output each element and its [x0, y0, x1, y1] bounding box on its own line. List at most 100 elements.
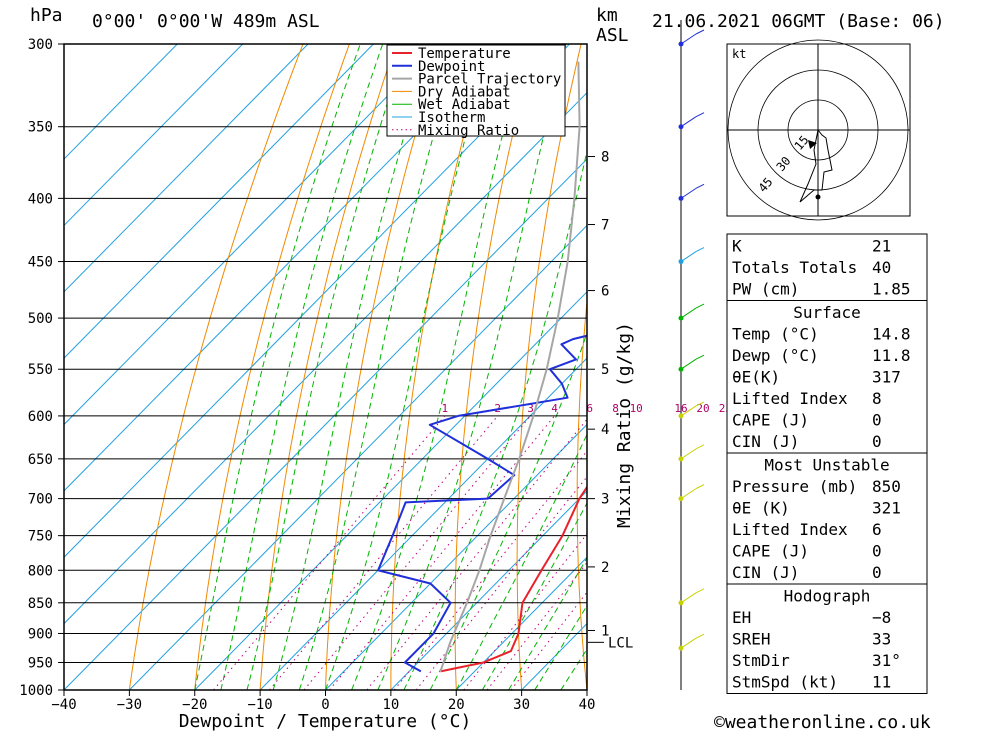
wind-barb-flag [695, 444, 705, 450]
wind-barb [680, 405, 697, 417]
isotherm-line [64, 44, 570, 558]
km-tick-label: 5 [601, 362, 609, 378]
pressure-tick-label: 300 [28, 37, 53, 53]
legend-box [386, 44, 566, 137]
surface-table-title: Surface [793, 303, 860, 322]
mixing-ratio-label: 20 [696, 402, 709, 415]
wind-barb-flag [695, 247, 705, 253]
temperature-tick-label: −10 [247, 697, 272, 713]
wet-adiabat-line [377, 44, 567, 690]
wind-barb-flag [695, 112, 705, 118]
wind-barb [680, 488, 697, 500]
temperature-tick-label: −20 [182, 697, 207, 713]
table-row-label: CIN (J) [732, 432, 799, 451]
isotherm-line [64, 44, 440, 426]
pressure-tick-label: 1000 [19, 683, 53, 699]
indices-table-box [726, 233, 928, 301]
table-row-label: θE (K) [732, 499, 790, 518]
km-unit-label: km [596, 5, 618, 26]
wind-barb [680, 187, 697, 199]
table-row-label: PW (cm) [732, 280, 799, 299]
legend-entry: Temperature [418, 46, 511, 62]
dry-adiabat-line [454, 44, 536, 690]
pressure-tick-label: 450 [28, 255, 53, 271]
temperature-tick-label: −30 [117, 697, 142, 713]
isotherm-line [390, 490, 587, 690]
wind-barb-flag [695, 484, 705, 490]
table-row-label: StmDir [732, 651, 790, 670]
wind-barb [680, 33, 697, 45]
temperature-tick-label: 10 [382, 697, 399, 713]
mixing-ratio-line [393, 450, 587, 690]
most-unstable-table-title: Most Unstable [764, 456, 889, 475]
parcel-trajectory-line [439, 61, 581, 672]
surface-table-box [726, 300, 928, 454]
copyright-label: ©weatheronline.co.uk [714, 712, 931, 733]
table-row-label: CIN (J) [732, 563, 799, 582]
table-row-value: 11.8 [872, 346, 911, 365]
table-row-label: StmSpd (kt) [732, 673, 838, 692]
pressure-tick-label: 500 [28, 311, 53, 327]
wet-adiabat-line [455, 433, 587, 690]
pressure-tick-label: 750 [28, 529, 53, 545]
storm-motion-arrow [808, 140, 817, 149]
table-row-label: Totals Totals [732, 258, 857, 277]
table-row-value: 11 [872, 673, 891, 692]
x-axis-title: Dewpoint / Temperature (°C) [179, 711, 472, 732]
km-tick-label: 7 [601, 218, 609, 234]
wind-barb [680, 307, 697, 319]
wind-barb [680, 358, 697, 370]
table-row-label: Lifted Index [732, 389, 848, 408]
pressure-tick-label: 800 [28, 563, 53, 579]
wind-barb-flag [695, 183, 705, 189]
pressure-tick-label: 900 [28, 627, 53, 643]
mixing-ratio-label: 8 [612, 402, 619, 415]
table-row-label: θE(K) [732, 368, 780, 387]
table-row-value: 33 [872, 630, 891, 649]
isotherm-line [64, 44, 244, 227]
table-row-value: 6 [872, 520, 882, 539]
wind-barb [680, 116, 697, 128]
table-row-label: K [732, 237, 742, 256]
pressure-tick-label: 350 [28, 120, 53, 136]
km-tick-label: 1 [601, 624, 609, 640]
temperature-tick-label: 30 [513, 697, 530, 713]
dry-adiabat-line [635, 44, 674, 690]
km-tick-label: 8 [601, 150, 609, 166]
dry-adiabat-line [950, 44, 1000, 690]
hodograph-unit: kt [732, 47, 746, 61]
table-row-value: 0 [872, 542, 882, 561]
wind-barb [680, 592, 697, 604]
wet-adiabat-line [246, 44, 407, 690]
hodograph-table-box [726, 583, 928, 694]
legend-entry: Dry Adiabat [418, 84, 511, 100]
isotherm-line [64, 44, 309, 293]
mixing-ratio-line [269, 415, 499, 690]
asl-label: ASL [596, 25, 629, 46]
temperature-line [440, 485, 587, 673]
dry-adiabat-line [128, 44, 304, 690]
hodograph-end-dot [815, 194, 821, 200]
table-row-value: 40 [872, 258, 891, 277]
legend-entry: Isotherm [418, 110, 485, 126]
table-row-label: Dewp (°C) [732, 346, 819, 365]
km-tick-label: 2 [601, 560, 609, 576]
temperature-tick-label: 40 [579, 697, 596, 713]
table-row-value: 31° [872, 651, 901, 670]
km-axis: 1 2 3 4 5 6 7 8 LCL [588, 150, 633, 651]
wet-adiabat-line [272, 44, 433, 690]
wind-barb-flag [695, 588, 705, 594]
isotherm-line [64, 158, 587, 690]
wind-barb [680, 637, 697, 649]
wind-barb [680, 448, 697, 460]
hodograph-table-title: Hodograph [784, 587, 871, 606]
table-row-label: EH [732, 608, 751, 627]
table-row-value: 0 [872, 563, 882, 582]
table-row-value: 317 [872, 368, 901, 387]
wet-adiabat-line [298, 44, 461, 690]
mixing-ratio-label: 4 [551, 402, 558, 415]
wind-barb-flag [695, 354, 705, 360]
temperature-tick-label: 20 [448, 697, 465, 713]
